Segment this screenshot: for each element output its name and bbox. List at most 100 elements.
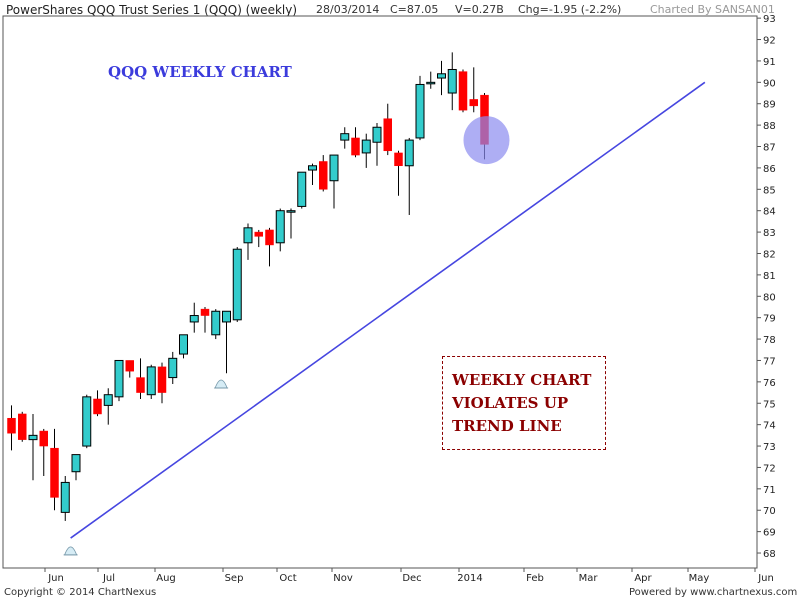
y-tick-label: 90 (763, 78, 776, 89)
y-tick-label: 68 (763, 549, 776, 560)
callout-line: VIOLATES UP (452, 394, 569, 412)
candle-body (297, 171, 307, 207)
y-tick-label: 88 (763, 121, 776, 132)
y-tick-label: 82 (763, 249, 776, 260)
y-tick-label: 74 (763, 421, 776, 432)
candle-body (319, 161, 328, 190)
annotation-title: QQQ WEEKLY CHART (108, 63, 292, 81)
candle-body (146, 366, 156, 396)
y-tick-label: 79 (763, 314, 776, 325)
candle-body (351, 137, 360, 156)
y-tick-label: 87 (763, 143, 776, 154)
candle-body (404, 139, 414, 167)
candle-body (114, 359, 124, 398)
candle-body (28, 434, 38, 441)
candle-body (286, 210, 296, 213)
plot-area (2, 15, 758, 569)
candle-body (157, 366, 167, 393)
candle-body (60, 481, 70, 513)
x-tick-label: Nov (333, 573, 353, 584)
header-change: Chg=-1.95 (-2.2%) (518, 3, 622, 16)
y-tick-label: 89 (763, 100, 776, 111)
header-date: 28/03/2014 (316, 3, 380, 16)
x-tick-label: Mar (579, 573, 599, 584)
candle-body (18, 413, 27, 440)
header-volume: V=0.27B (455, 3, 504, 16)
y-tick-label: 77 (763, 356, 776, 367)
x-tick-label: Apr (634, 573, 652, 584)
candle-body (415, 83, 425, 139)
y-tick-label: 69 (763, 528, 776, 539)
x-tick-label: 2014 (457, 573, 482, 584)
candle-body (7, 417, 16, 434)
y-tick-label: 73 (763, 442, 776, 453)
candle-body (458, 71, 468, 111)
y-tick-label: 76 (763, 378, 776, 389)
header-close: C=87.05 (390, 3, 439, 16)
y-tick-label: 80 (763, 292, 776, 303)
candle-body (308, 165, 317, 171)
y-tick-label: 83 (763, 228, 776, 239)
y-tick-label: 85 (763, 185, 776, 196)
candle-body (243, 227, 253, 244)
x-tick-label: Oct (279, 573, 296, 584)
candle-body (394, 152, 403, 167)
candle-body (426, 81, 436, 85)
candle-body (168, 357, 178, 379)
candle-body (372, 126, 382, 143)
chart-title: PowerShares QQQ Trust Series 1 (QQQ) (we… (6, 3, 298, 17)
y-tick-label: 91 (763, 57, 776, 68)
candle-body (469, 99, 478, 107)
copyright: Copyright © 2014 ChartNexus (4, 587, 157, 598)
candle-body (383, 118, 392, 152)
y-tick-label: 71 (763, 485, 776, 496)
y-tick-label: 93 (763, 14, 776, 25)
x-tick-label: Feb (526, 573, 544, 584)
candle-body (340, 133, 350, 141)
y-tick-label: 84 (763, 207, 776, 218)
candle-body (447, 68, 457, 94)
annotation-callout: WEEKLY CHART VIOLATES UP TREND LINE (442, 356, 606, 450)
x-tick-label: Aug (156, 573, 176, 584)
candle-body (329, 154, 339, 182)
x-tick-label: May (689, 573, 710, 584)
y-tick-label: 70 (763, 506, 776, 517)
powered-by: Powered by www.chartnexus.com (629, 587, 798, 598)
candle-body (222, 310, 231, 323)
x-tick-label: Jul (102, 573, 115, 584)
y-tick-label: 78 (763, 335, 776, 346)
highlight-circle (463, 116, 510, 165)
candle-body (437, 73, 446, 79)
x-tick-label: Dec (402, 573, 421, 584)
candle-body (82, 396, 92, 447)
x-tick-label: Jun (757, 573, 774, 584)
x-tick-label: Jun (47, 573, 64, 584)
callout-line: TREND LINE (452, 417, 562, 435)
candle-body (71, 454, 81, 473)
candle-body (211, 310, 221, 336)
candle-body (232, 248, 242, 321)
y-tick-label: 86 (763, 164, 776, 175)
candle-body (136, 377, 145, 393)
candle-body (254, 231, 263, 237)
candle-body (93, 398, 102, 415)
charted-by: Charted By SANSAN01 (650, 3, 775, 16)
candle-body (50, 447, 59, 498)
candle-body (275, 210, 285, 244)
candle-body (39, 430, 48, 447)
candle-body (265, 229, 274, 246)
y-tick-label: 92 (763, 36, 776, 47)
trend-line (70, 81, 706, 539)
candle-body (179, 334, 188, 355)
candle-body (103, 394, 113, 406)
y-tick-label: 81 (763, 271, 776, 282)
callout-line: WEEKLY CHART (452, 371, 592, 389)
candle-body (361, 139, 371, 154)
candle-body (189, 315, 199, 323)
candle-body (125, 360, 134, 372)
candle-body (200, 308, 210, 316)
y-tick-label: 75 (763, 399, 776, 410)
x-tick-label: Sep (225, 573, 244, 584)
